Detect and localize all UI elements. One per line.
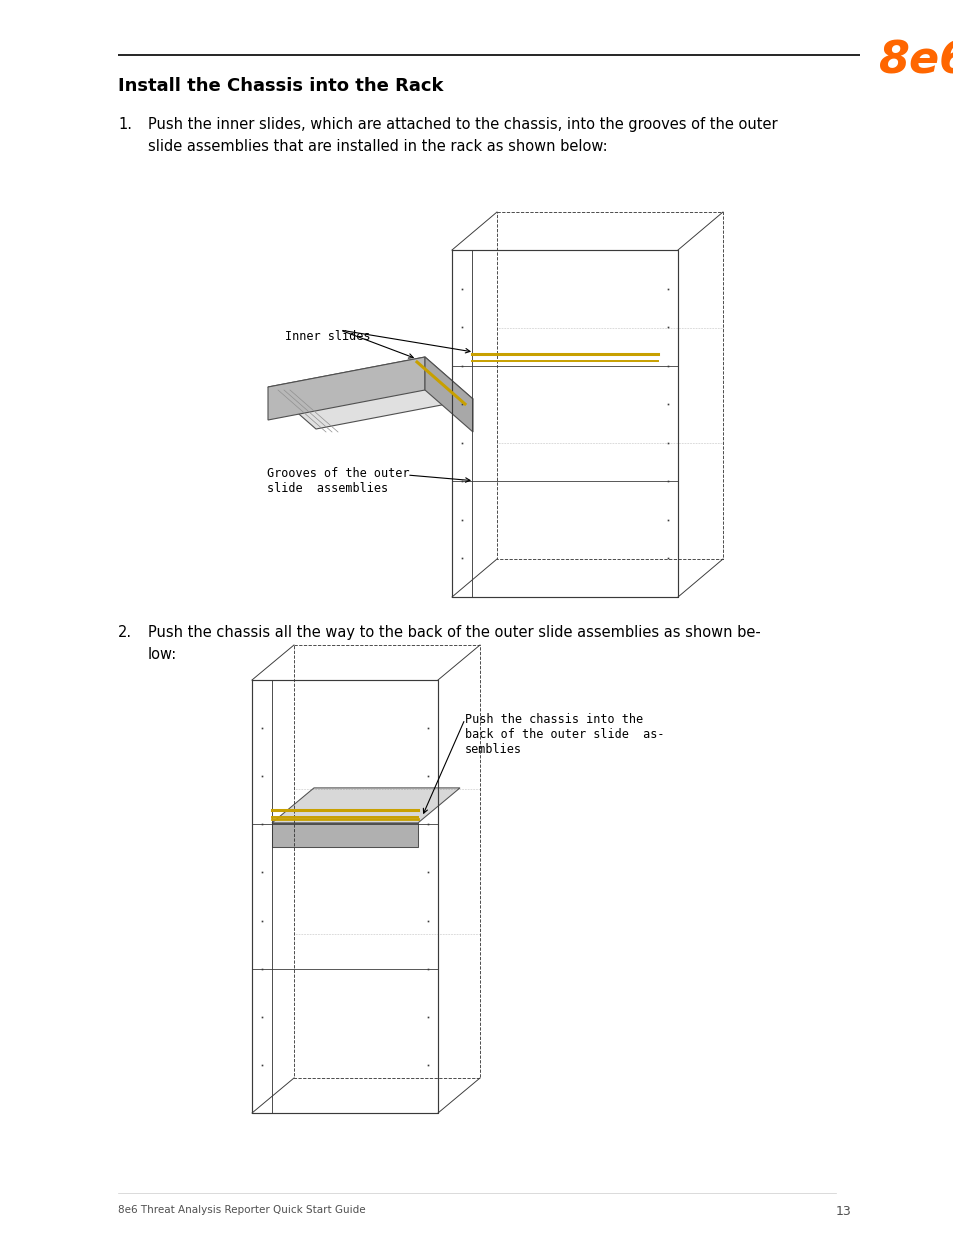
Text: 8e6 Threat Analysis Reporter Quick Start Guide: 8e6 Threat Analysis Reporter Quick Start… — [118, 1205, 365, 1215]
Text: Inner slides: Inner slides — [285, 330, 370, 343]
Polygon shape — [272, 788, 459, 823]
Polygon shape — [424, 357, 473, 432]
Text: Push the chassis all the way to the back of the outer slide assemblies as shown : Push the chassis all the way to the back… — [148, 625, 760, 662]
Text: 13: 13 — [835, 1205, 851, 1218]
Text: Grooves of the outer
slide  assemblies: Grooves of the outer slide assemblies — [267, 467, 409, 495]
Polygon shape — [268, 357, 473, 429]
Polygon shape — [268, 357, 424, 420]
Polygon shape — [272, 823, 417, 847]
Text: Install the Chassis into the Rack: Install the Chassis into the Rack — [118, 77, 443, 95]
Text: Push the inner slides, which are attached to the chassis, into the grooves of th: Push the inner slides, which are attache… — [148, 117, 777, 154]
Text: Push the chassis into the
back of the outer slide  as-
semblies: Push the chassis into the back of the ou… — [464, 713, 664, 756]
Text: 8e6: 8e6 — [877, 40, 953, 83]
Text: 2.: 2. — [118, 625, 132, 640]
Text: 1.: 1. — [118, 117, 132, 132]
